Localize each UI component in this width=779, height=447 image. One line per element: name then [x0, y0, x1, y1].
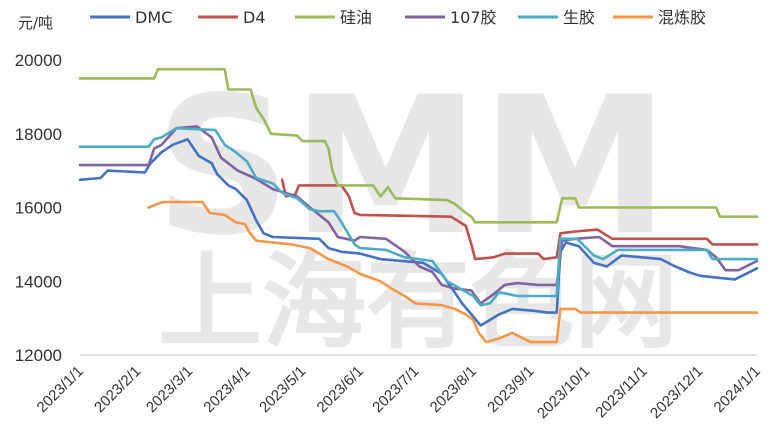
legend: DMC D4 硅油 107胶 生胶 混炼胶: [90, 8, 706, 27]
x-tick-label: 2023/12/1: [647, 363, 706, 422]
y-tick-label: 20000: [15, 51, 62, 70]
series-line-4: [78, 126, 759, 307]
x-tick-label: 2023/7/1: [369, 363, 422, 416]
watermark-smm-text: SMM: [155, 56, 670, 277]
x-tick-label: 2024/1/1: [711, 363, 764, 416]
series-line-1: [280, 178, 759, 261]
x-tick-label: 2023/10/1: [534, 363, 593, 422]
x-tick-label: 2023/2/1: [91, 363, 144, 416]
x-tick-label: 2023/1/1: [34, 363, 87, 416]
series-line-2: [78, 67, 759, 224]
x-tick-label: 2023/9/1: [484, 363, 537, 416]
y-tick-label: 16000: [15, 199, 62, 218]
y-tick-label: 14000: [15, 272, 62, 291]
x-tick-label: 2023/11/1: [592, 363, 650, 421]
legend-label: 107胶: [450, 8, 497, 27]
x-tick-label: 2023/5/1: [256, 363, 309, 416]
x-tick-label: 2023/8/1: [427, 363, 480, 416]
x-tick-label: 2023/4/1: [200, 363, 253, 416]
series-line-5: [147, 200, 759, 344]
y-axis-unit-label: 元/吨: [18, 14, 53, 32]
x-tick-label: 2023/3/1: [143, 363, 196, 416]
legend-label: D4: [243, 8, 266, 27]
y-tick-label: 12000: [15, 346, 62, 365]
legend-label: 生胶: [563, 8, 595, 27]
legend-label: 混炼胶: [658, 8, 706, 27]
y-tick-label: 18000: [15, 125, 62, 144]
watermark-smm-logo: SMM 上海有色网: [155, 56, 679, 363]
x-tick-label: 2023/6/1: [314, 363, 367, 416]
series-line-3: [78, 125, 759, 305]
y-axis-tick-labels: 12000 14000 16000 18000 20000: [15, 51, 62, 365]
legend-label: DMC: [135, 8, 172, 27]
legend-label: 硅油: [340, 8, 372, 27]
series-lines: [78, 67, 759, 344]
